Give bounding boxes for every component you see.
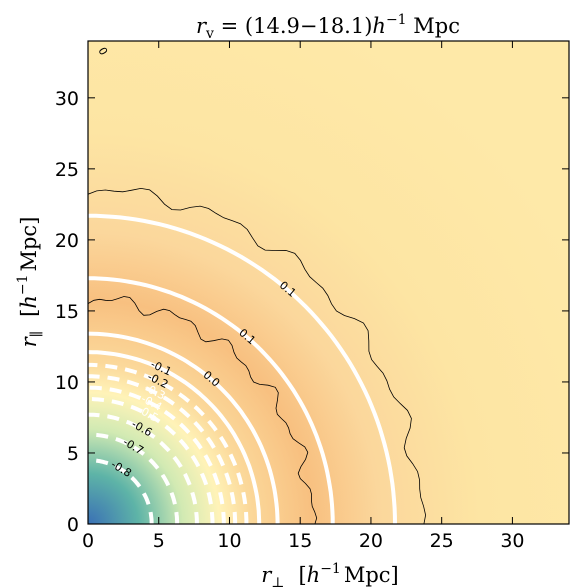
y-tick-label-5: 25	[55, 159, 79, 181]
x-tick-label-5: 25	[430, 530, 454, 552]
x-axis-label: r⊥ [h−1 Mpc]	[261, 561, 399, 588]
x-tick-label-4: 20	[359, 530, 383, 552]
model-contour-7	[88, 397, 215, 524]
y-tick-label-4: 20	[55, 230, 79, 252]
heatmap-background	[88, 41, 569, 524]
model-contour-2	[88, 331, 280, 524]
y-tick-label-2: 10	[55, 372, 79, 394]
model-contour-4	[88, 362, 249, 524]
model-contour-10	[88, 458, 154, 524]
data-contour-layer	[88, 187, 427, 524]
model-contour-0	[88, 213, 397, 524]
y-tick-label-1: 5	[67, 443, 79, 465]
model-contour-8	[88, 412, 199, 524]
x-tick-label-3: 15	[288, 530, 312, 552]
plot-frame	[87, 40, 570, 525]
x-tick-label-0: 0	[82, 530, 94, 552]
data-contour-1	[88, 296, 318, 524]
tick-layer: 0 5 10 15 20 25 30 0 5 10 15 20 25 30	[55, 41, 569, 552]
y-tick-label-0: 0	[67, 514, 79, 536]
y-axis-label: r∥[h−1Mpc]	[15, 217, 45, 348]
chart-title: rv = (14.9−18.1)h−1 Mpc	[196, 12, 460, 42]
y-tick-label-6: 30	[55, 88, 79, 110]
model-contour-3	[88, 350, 262, 524]
y-tick-label-3: 15	[55, 301, 79, 323]
model-contour-1	[88, 276, 335, 524]
x-tick-label-1: 5	[153, 530, 165, 552]
model-contour-9	[88, 432, 180, 524]
model-contour-layer	[88, 213, 397, 524]
x-tick-label-2: 10	[217, 530, 241, 552]
data-contour-0	[88, 187, 427, 524]
x-tick-label-6: 30	[500, 530, 524, 552]
model-contour-6	[88, 385, 226, 524]
